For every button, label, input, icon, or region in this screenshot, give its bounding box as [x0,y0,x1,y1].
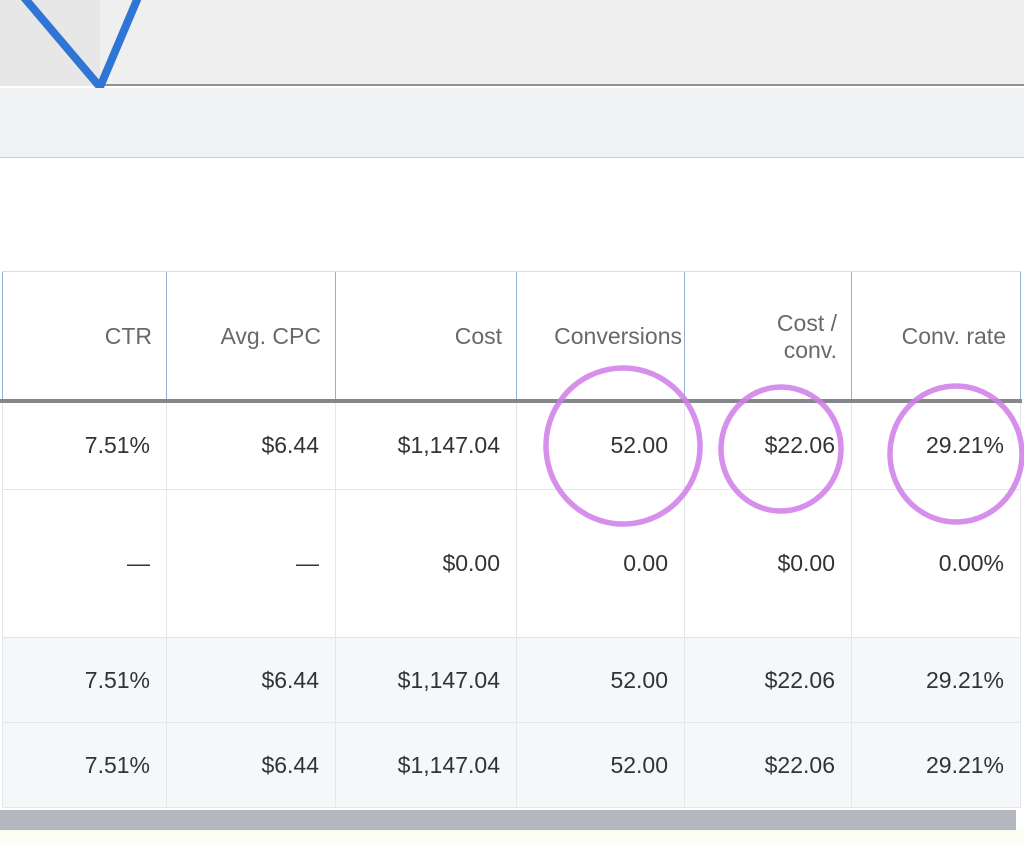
column-header-avg-cpc[interactable]: Avg. CPC [167,272,336,401]
table-cell: 29.21% [852,723,1021,808]
blue-checkmark-icon [20,0,142,95]
table-header-row: CTR Avg. CPC Cost Conversions Cost / con… [2,271,1021,401]
table-cell-conversions-circled: 52.00 [517,401,685,490]
table-cell: — [167,490,336,638]
column-header-label: Avg. CPC [220,323,321,350]
table-cell: $22.06 [685,723,852,808]
table-cell: 52.00 [517,638,685,723]
table-cell: — [2,490,167,638]
column-header-label: Conversions [554,323,682,350]
table-cell: 0.00 [517,490,685,638]
blank-area [0,159,1024,271]
column-header-conversions[interactable]: Conversions [517,272,685,401]
column-header-ctr[interactable]: CTR [2,272,167,401]
sub-toolbar-band [0,88,1024,158]
column-header-label: Cost [454,323,502,350]
table-cell: $22.06 [685,638,852,723]
table-cell: 0.00% [852,490,1021,638]
table-cell: 7.51% [2,401,167,490]
column-header-cost[interactable]: Cost [336,272,517,401]
table-cell: $1,147.04 [336,723,517,808]
column-header-label: Cost / conv. [776,310,837,363]
table-body: 7.51% $6.44 $1,147.04 52.00 $22.06 29.21… [2,401,1021,808]
horizontal-scrollbar-thumb[interactable] [0,810,1016,830]
column-header-label: CTR [104,323,152,350]
table-cell: $0.00 [336,490,517,638]
top-toolbar-band [0,0,1024,86]
table-cell: 7.51% [2,723,167,808]
bottom-strip [0,829,1024,844]
table-cell: 29.21% [852,638,1021,723]
header-bottom-divider [0,399,1022,403]
metrics-table: CTR Avg. CPC Cost Conversions Cost / con… [2,271,1021,808]
table-cell-conv-rate-circled: 29.21% [852,401,1021,490]
table-cell: $0.00 [685,490,852,638]
table-cell: $6.44 [167,638,336,723]
column-header-cost-per-conv[interactable]: Cost / conv. [685,272,852,401]
table-cell-cost-per-conv-circled: $22.06 [685,401,852,490]
table-cell: $1,147.04 [336,638,517,723]
table-cell: $6.44 [167,401,336,490]
table-cell: $6.44 [167,723,336,808]
table-cell: 52.00 [517,723,685,808]
table-cell: $1,147.04 [336,401,517,490]
column-header-label: Conv. rate [901,323,1006,350]
table-cell: 7.51% [2,638,167,723]
column-header-conv-rate[interactable]: Conv. rate [852,272,1021,401]
